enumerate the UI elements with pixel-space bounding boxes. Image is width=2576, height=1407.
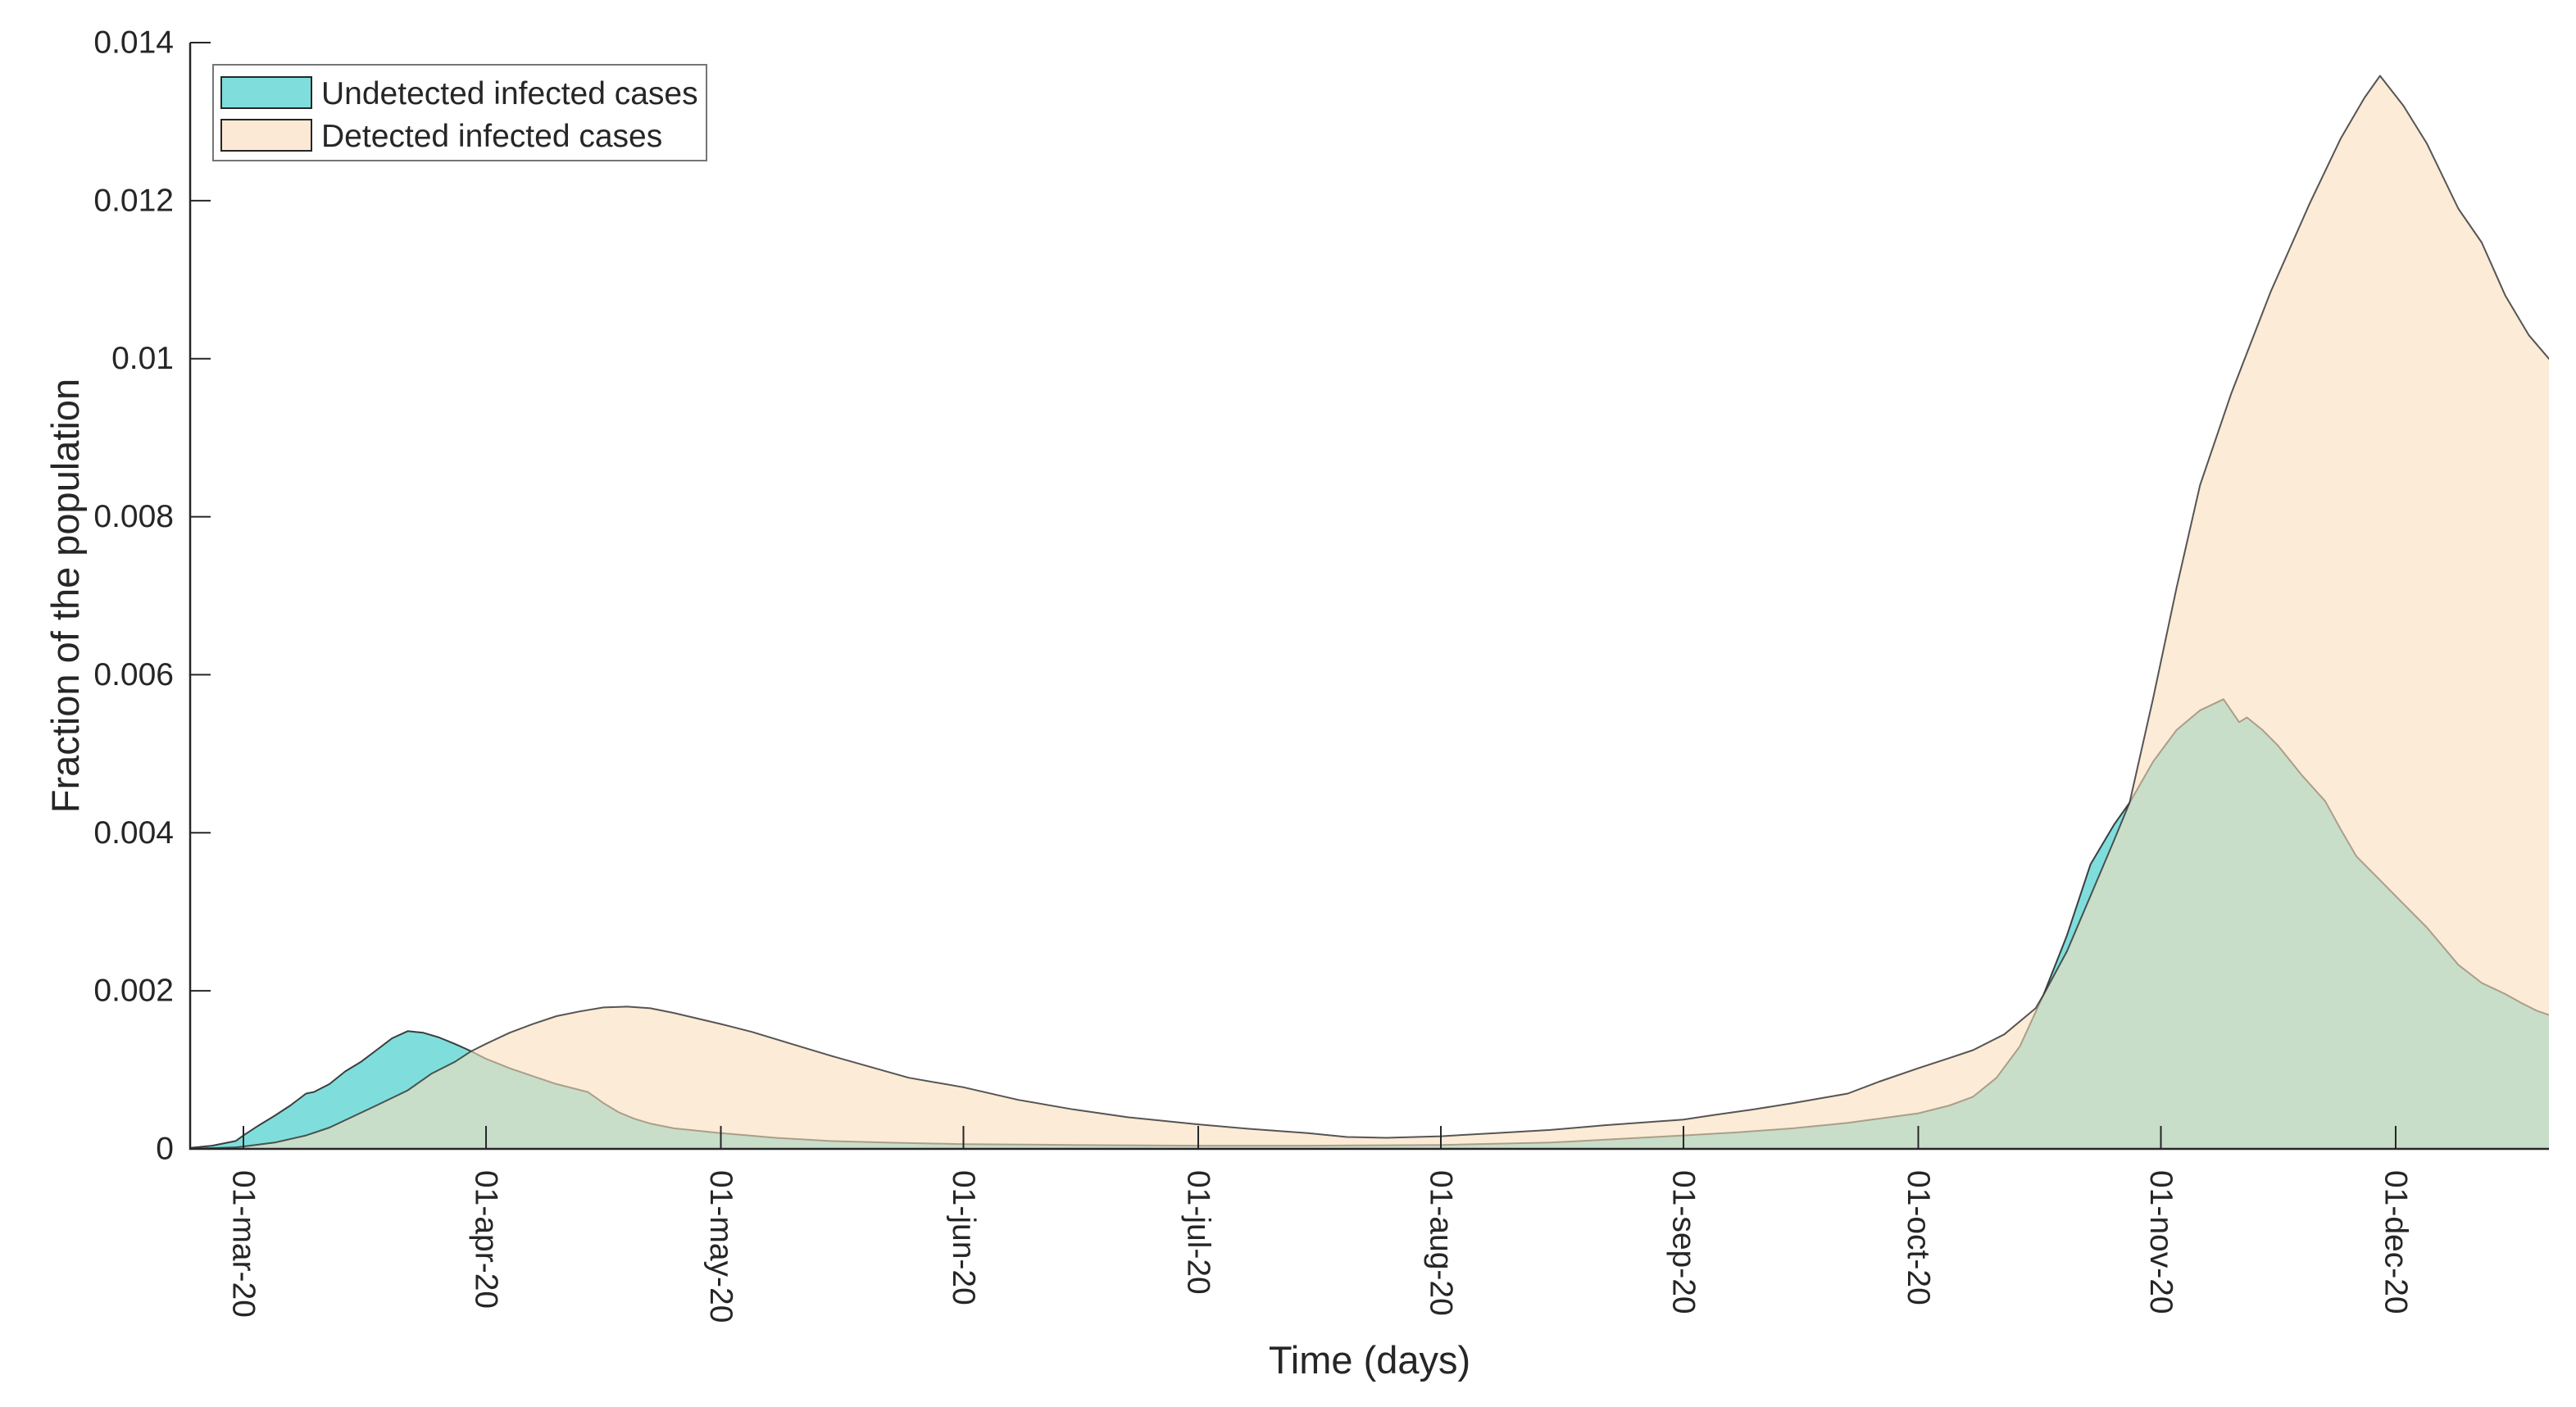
y-tick-label: 0.01 (111, 341, 174, 376)
y-tick-label: 0.012 (93, 183, 174, 218)
series-layer (190, 75, 2549, 1149)
x-tick-label: 01-apr-20 (469, 1170, 504, 1309)
detected-area-swatch-icon (220, 119, 312, 152)
x-tick-label: 01-jun-20 (946, 1170, 981, 1305)
x-tick-label: 01-jul-20 (1180, 1170, 1215, 1295)
y-tick-label: 0.006 (93, 657, 174, 692)
y-tick-label: 0.008 (93, 499, 174, 534)
y-tick-label: 0 (156, 1132, 174, 1167)
undetected-area-swatch-icon (220, 76, 312, 109)
y-axis-ticks: 0 0.002 0.004 0.006 0.008 0.01 0.012 0.014 (93, 25, 211, 1167)
x-tick-label: 01-aug-20 (1423, 1170, 1458, 1316)
x-tick-label: 01-nov-20 (2143, 1170, 2178, 1314)
x-tick-label: 01-dec-20 (2378, 1170, 2413, 1314)
y-tick-label: 0.004 (93, 815, 174, 851)
x-tick-label: 01-sep-20 (1666, 1170, 1701, 1314)
detected-infected-cases-area (190, 75, 2549, 1149)
axes-layer: 0 0.002 0.004 0.006 0.008 0.01 0.012 0.014 01-m… (93, 25, 2549, 1323)
x-tick-label: 01-may-20 (703, 1170, 738, 1323)
y-tick-label: 0.002 (93, 974, 174, 1009)
x-axis-title: Time (days) (1269, 1338, 1470, 1382)
legend-label-undetected: Undetected infected cases (321, 76, 698, 111)
detected-infected-cases-outline (190, 75, 2549, 1149)
x-tick-label: 01-oct-20 (1901, 1170, 1936, 1305)
y-tick-label: 0.014 (93, 25, 174, 61)
x-tick-label: 01-mar-20 (226, 1170, 261, 1318)
y-axis-title: Fraction of the population (43, 379, 87, 813)
legend-label-detected: Detected infected cases (321, 119, 662, 154)
legend: Undetected infected cases Detected infec… (212, 64, 707, 161)
x-axis-ticks: 01-mar-20 01-apr-20 01-may-20 01-jun-20 01-j… (226, 1126, 2413, 1323)
